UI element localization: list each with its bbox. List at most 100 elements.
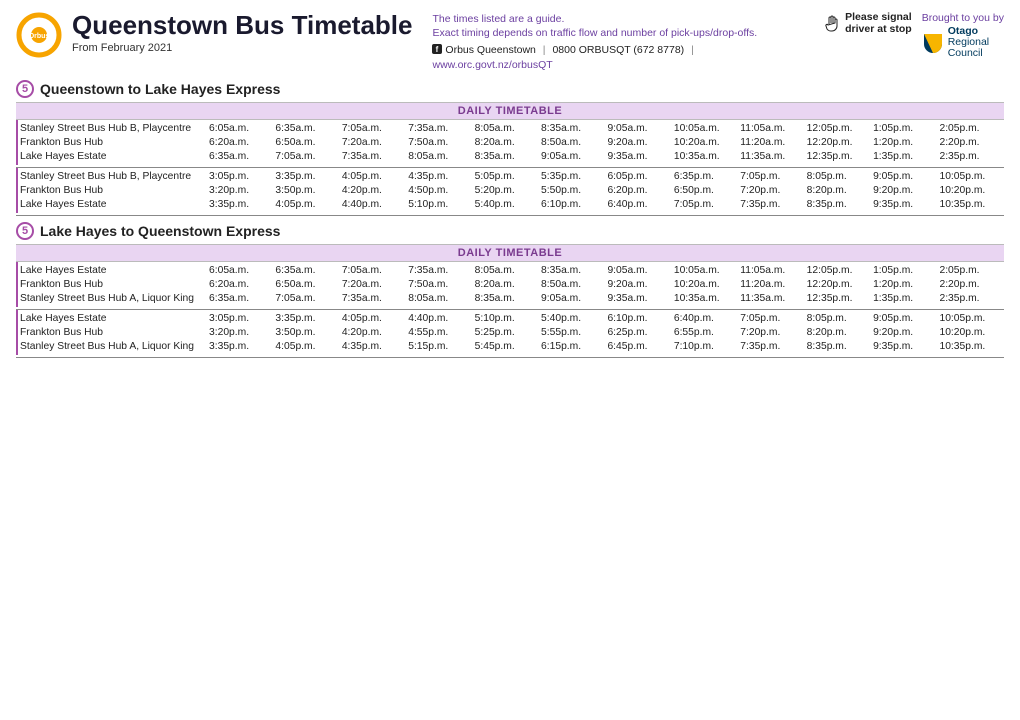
block-separator [16, 357, 1004, 358]
time-cell: 6:40p.m. [672, 310, 738, 326]
time-cell: 5:05p.m. [473, 168, 539, 184]
time-cell: 7:35a.m. [406, 120, 472, 136]
time-cell: 4:40p.m. [340, 197, 406, 213]
time-cell: 8:35p.m. [805, 197, 871, 213]
info-block: The times listed are a guide. Exact timi… [422, 12, 815, 72]
hand-icon [825, 14, 841, 34]
time-cell: 6:20a.m. [207, 277, 273, 291]
time-cell: 7:20p.m. [738, 325, 804, 339]
time-cell: 2:20p.m. [937, 135, 1004, 149]
stop-name: Lake Hayes Estate [17, 197, 207, 213]
website-url: www.orc.govt.nz/orbusQT [432, 59, 552, 71]
time-cell: 6:35a.m. [207, 291, 273, 307]
stop-name: Stanley Street Bus Hub A, Liquor King [17, 339, 207, 355]
route-heading: 5 Queenstown to Lake Hayes Express [16, 80, 1004, 98]
route-title: Queenstown to Lake Hayes Express [40, 81, 280, 97]
time-cell: 5:45p.m. [473, 339, 539, 355]
time-cell: 5:50p.m. [539, 183, 605, 197]
page-subtitle: From February 2021 [72, 42, 412, 54]
time-cell: 7:10p.m. [672, 339, 738, 355]
daily-timetable-band: DAILY TIMETABLE [16, 244, 1004, 262]
facebook-icon: f [432, 44, 442, 54]
time-cell: 6:50a.m. [273, 135, 339, 149]
time-cell: 3:05p.m. [207, 168, 273, 184]
time-cell: 12:20p.m. [805, 277, 871, 291]
time-cell: 3:50p.m. [273, 183, 339, 197]
time-cell: 3:20p.m. [207, 183, 273, 197]
time-cell: 7:35p.m. [738, 197, 804, 213]
time-cell: 4:35p.m. [406, 168, 472, 184]
time-cell: 11:05a.m. [738, 120, 804, 136]
time-cell: 10:05p.m. [937, 310, 1004, 326]
time-cell: 7:20a.m. [340, 135, 406, 149]
time-cell: 4:20p.m. [340, 183, 406, 197]
time-cell: 10:20a.m. [672, 277, 738, 291]
time-cell: 6:05a.m. [207, 120, 273, 136]
time-cell: 3:35p.m. [273, 310, 339, 326]
daily-timetable-band: DAILY TIMETABLE [16, 102, 1004, 120]
time-cell: 4:35p.m. [340, 339, 406, 355]
time-cell: 5:20p.m. [473, 183, 539, 197]
time-cell: 1:20p.m. [871, 277, 937, 291]
time-cell: 9:05a.m. [539, 149, 605, 165]
time-cell: 9:20p.m. [871, 325, 937, 339]
time-cell: 7:05a.m. [340, 262, 406, 278]
signal-note: Please signal driver at stop [825, 12, 912, 35]
timetable-block: Stanley Street Bus Hub B, Playcentre6:05… [16, 120, 1004, 165]
time-cell: 8:35p.m. [805, 339, 871, 355]
stop-name: Frankton Bus Hub [17, 325, 207, 339]
timetable-row: Stanley Street Bus Hub A, Liquor King6:3… [17, 291, 1004, 307]
timetable-row: Frankton Bus Hub6:20a.m.6:50a.m.7:20a.m.… [17, 135, 1004, 149]
time-cell: 9:20p.m. [871, 183, 937, 197]
time-cell: 6:35a.m. [273, 262, 339, 278]
time-cell: 9:05p.m. [871, 168, 937, 184]
time-cell: 10:35p.m. [937, 339, 1004, 355]
time-cell: 7:50a.m. [406, 277, 472, 291]
time-cell: 12:35p.m. [805, 291, 871, 307]
guide-line-1: The times listed are a guide. [432, 12, 815, 26]
time-cell: 7:35a.m. [340, 149, 406, 165]
phone-label: 0800 ORBUSQT (672 8778) [552, 44, 684, 56]
stop-name: Lake Hayes Estate [17, 310, 207, 326]
time-cell: 9:05a.m. [605, 120, 671, 136]
title-block: Queenstown Bus Timetable From February 2… [72, 12, 412, 54]
signal-line-2: driver at stop [845, 24, 912, 36]
time-cell: 11:20a.m. [738, 135, 804, 149]
time-cell: 6:50a.m. [273, 277, 339, 291]
guide-line-2: Exact timing depends on traffic flow and… [432, 26, 815, 40]
time-cell: 6:20a.m. [207, 135, 273, 149]
time-cell: 6:40p.m. [605, 197, 671, 213]
time-cell: 5:40p.m. [539, 310, 605, 326]
time-cell: 10:05p.m. [937, 168, 1004, 184]
stop-name: Lake Hayes Estate [17, 262, 207, 278]
time-cell: 3:05p.m. [207, 310, 273, 326]
time-cell: 9:35a.m. [605, 291, 671, 307]
time-cell: 7:20p.m. [738, 183, 804, 197]
timetable-row: Lake Hayes Estate6:05a.m.6:35a.m.7:05a.m… [17, 262, 1004, 278]
timetable-row: Frankton Bus Hub3:20p.m.3:50p.m.4:20p.m.… [17, 325, 1004, 339]
svg-text:f: f [436, 45, 439, 54]
time-cell: 3:50p.m. [273, 325, 339, 339]
timetable-row: Frankton Bus Hub6:20a.m.6:50a.m.7:20a.m.… [17, 277, 1004, 291]
time-cell: 5:40p.m. [473, 197, 539, 213]
time-cell: 4:05p.m. [340, 168, 406, 184]
timetable-row: Lake Hayes Estate3:05p.m.3:35p.m.4:05p.m… [17, 310, 1004, 326]
time-cell: 4:20p.m. [340, 325, 406, 339]
shield-icon [922, 32, 944, 54]
timetable-row: Frankton Bus Hub3:20p.m.3:50p.m.4:20p.m.… [17, 183, 1004, 197]
stop-name: Frankton Bus Hub [17, 135, 207, 149]
stop-name: Frankton Bus Hub [17, 277, 207, 291]
time-cell: 6:15p.m. [539, 339, 605, 355]
time-cell: 4:05p.m. [273, 197, 339, 213]
page-header: Orbus Queenstown Bus Timetable From Febr… [16, 12, 1004, 72]
facebook-label: Orbus Queenstown [445, 44, 535, 56]
time-cell: 12:20p.m. [805, 135, 871, 149]
route-number-badge: 5 [16, 80, 34, 98]
time-cell: 5:55p.m. [539, 325, 605, 339]
time-cell: 4:05p.m. [273, 339, 339, 355]
time-cell: 6:45p.m. [605, 339, 671, 355]
timetable-row: Stanley Street Bus Hub B, Playcentre6:05… [17, 120, 1004, 136]
time-cell: 12:35p.m. [805, 149, 871, 165]
time-cell: 7:05p.m. [738, 168, 804, 184]
time-cell: 6:50p.m. [672, 183, 738, 197]
